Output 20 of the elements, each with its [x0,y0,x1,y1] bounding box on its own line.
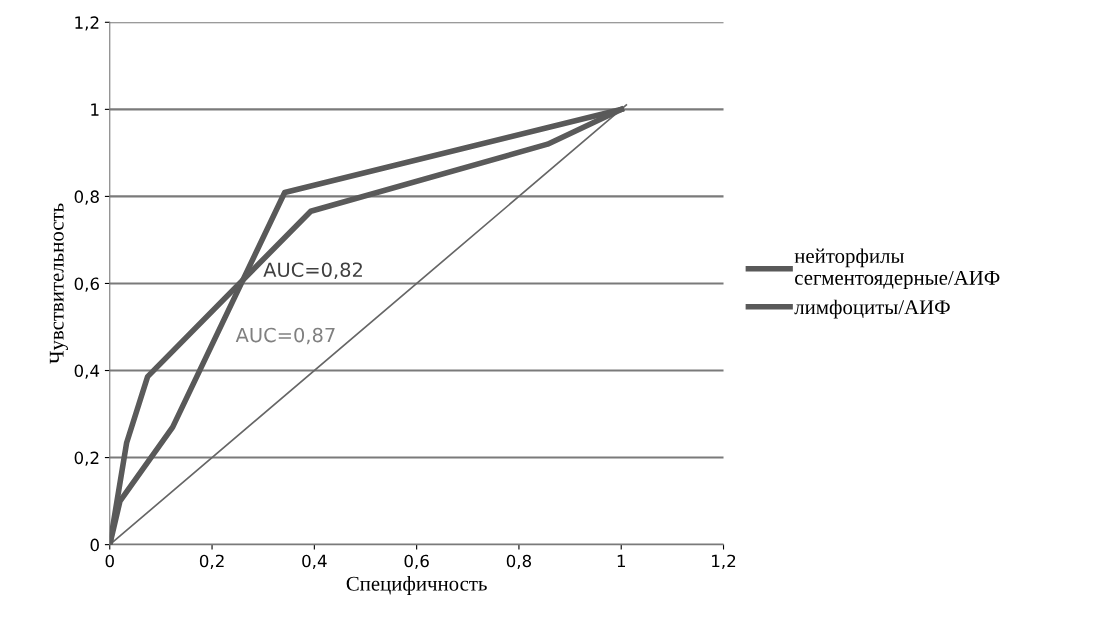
x-tick-label: 0,8 [506,554,532,569]
y-tick-label: 1 [91,103,99,116]
y-tick-label: 0,8 [74,190,99,205]
x-tick-label: 0,2 [199,554,224,569]
legend-label: лимфоциты/АИФ [794,299,950,319]
x-tick-label: 1 [617,554,625,568]
y-axis-title: Чувствительность [49,203,68,364]
legend-label: нейторфилы сегментоядерные/АИФ [794,248,1000,290]
x-axis-title: Специфичность [346,576,487,595]
y-tick-label: 0,2 [74,451,99,466]
annotation: AUC=0,87 [235,327,335,345]
y-tick-label: 1,2 [75,16,99,31]
y-tick-label: 0,6 [74,277,99,292]
y-tick-label: 0 [90,538,99,552]
x-tick-label: 1,2 [712,554,736,569]
annotation: AUC=0,82 [263,262,362,280]
y-tick-label: 0,4 [74,364,100,379]
x-tick-label: 0 [105,554,114,568]
x-tick-label: 0,6 [404,554,429,569]
x-tick-label: 0,4 [302,554,327,569]
